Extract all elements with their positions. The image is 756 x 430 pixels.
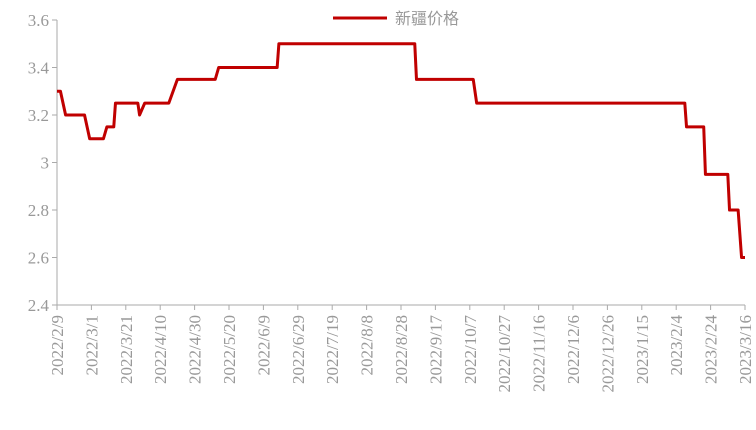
x-tick-label: 2022/3/21 <box>117 315 136 384</box>
y-tick-label: 3.2 <box>28 106 49 125</box>
x-tick-label: 2023/1/15 <box>633 315 652 384</box>
x-tick-label: 2023/2/4 <box>667 315 686 376</box>
x-tick-label: 2022/10/7 <box>461 315 480 384</box>
x-tick-label: 2022/12/26 <box>598 315 617 392</box>
x-tick-label: 2022/2/9 <box>48 315 67 375</box>
y-tick-label: 2.4 <box>28 296 50 315</box>
x-tick-label: 2022/9/17 <box>426 315 445 384</box>
x-tick-label: 2023/3/16 <box>736 315 755 384</box>
line-series <box>57 42 745 259</box>
x-tick-label: 2022/11/16 <box>530 315 549 392</box>
y-tick-label: 3.6 <box>28 11 49 30</box>
y-tick-label: 3.4 <box>28 59 50 78</box>
x-tick-label: 2022/4/10 <box>151 315 170 384</box>
x-tick-label: 2022/8/8 <box>358 315 377 375</box>
x-tick-label: 2022/12/6 <box>564 315 583 384</box>
x-tick-label: 2022/3/1 <box>82 315 101 375</box>
x-tick-label: 2022/10/27 <box>495 315 514 393</box>
x-tick-label: 2023/2/24 <box>702 315 721 384</box>
x-tick-label: 2022/4/30 <box>186 315 205 384</box>
x-tick-label: 2022/5/20 <box>220 315 239 384</box>
x-tick-label: 2022/8/28 <box>392 315 411 384</box>
x-tick-label: 2022/6/29 <box>289 315 308 384</box>
y-tick-label: 2.8 <box>28 201 49 220</box>
x-tick-label: 2022/6/9 <box>254 315 273 375</box>
legend-label: 新疆价格 <box>395 9 459 28</box>
y-tick-label: 3 <box>41 154 50 173</box>
x-tick-label: 2022/7/19 <box>323 315 342 384</box>
y-tick-label: 2.6 <box>28 249 49 268</box>
